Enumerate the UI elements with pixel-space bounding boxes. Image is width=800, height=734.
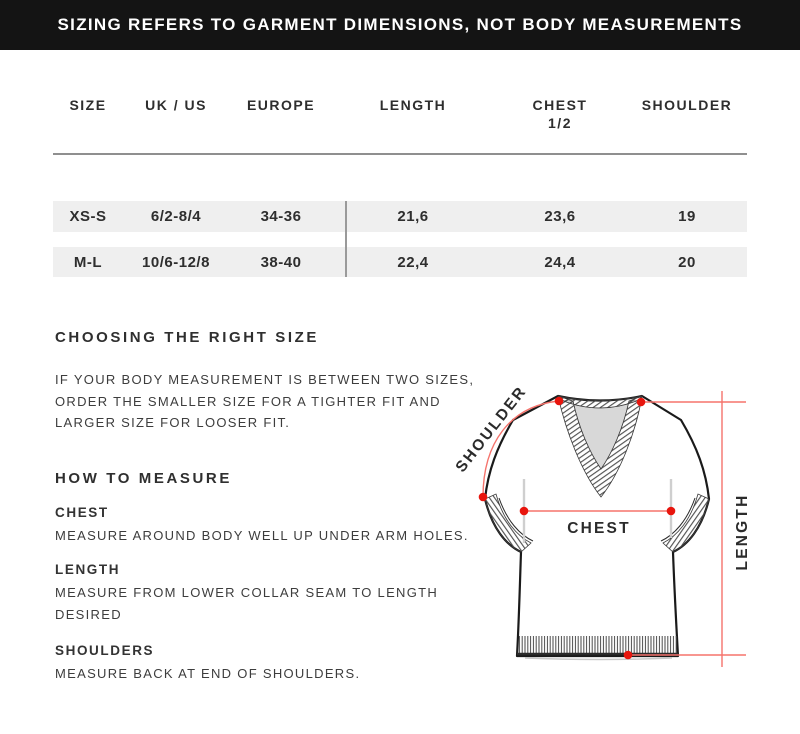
cell-chest-half: 24,4 — [544, 253, 576, 271]
right-armhole-seam — [660, 497, 696, 542]
measure-chest-text: MEASURE AROUND BODY WELL UP UNDER ARM HO… — [55, 525, 469, 547]
hem-rib-band — [517, 636, 678, 653]
size-table-header: SIZE UK / US EUROPE LENGTH CHEST 1/2 SHO… — [53, 96, 747, 132]
measure-dot — [478, 492, 488, 502]
cell-size: XS-S — [69, 208, 107, 225]
measure-dot — [554, 396, 564, 406]
cell-europe: 38-40 — [260, 253, 302, 271]
right-cuff-band — [662, 493, 710, 553]
measure-shoulders-text: MEASURE BACK AT END OF SHOULDERS. — [55, 663, 360, 685]
choosing-size-text: IF YOUR BODY MEASUREMENT IS BETWEEN TWO … — [55, 369, 474, 434]
measure-shoulders-title: SHOULDERS — [55, 643, 155, 658]
cell-chest-half: 23,6 — [544, 208, 576, 225]
column-header-uk-us: UK / US — [145, 97, 207, 113]
column-header-chest-half: CHEST 1/2 — [532, 97, 588, 131]
column-header-size: SIZE — [69, 97, 107, 113]
measure-dot — [519, 506, 529, 516]
choosing-size-title: CHOOSING THE RIGHT SIZE — [55, 329, 319, 346]
measure-dots — [478, 396, 676, 660]
choosing-size-line: LARGER SIZE FOR LOOSER FIT. — [55, 415, 291, 430]
table-row-m-l: M-L 10/6-12/8 38-40 22,4 24,4 20 — [53, 247, 747, 277]
measure-length-text: MEASURE FROM LOWER COLLAR SEAM TO LENGTH… — [55, 582, 438, 625]
cell-uk-us: 10/6-12/8 — [142, 253, 210, 271]
cell-size: M-L — [73, 253, 103, 271]
column-header-length: LENGTH — [379, 97, 447, 113]
measure-dot — [623, 650, 633, 660]
hem-shadow — [524, 657, 673, 661]
left-cuff-band — [484, 493, 532, 553]
sizing-banner: SIZING REFERS TO GARMENT DIMENSIONS, NOT… — [0, 0, 800, 50]
cell-length: 22,4 — [397, 253, 429, 271]
measure-length-title: LENGTH — [55, 562, 121, 577]
column-header-shoulder: SHOULDER — [641, 97, 733, 113]
banner-text: SIZING REFERS TO GARMENT DIMENSIONS, NOT… — [57, 15, 743, 34]
table-row-xs-s: XS-S 6/2-8/4 34-36 21,6 23,6 19 — [53, 201, 747, 232]
measure-length-line: DESIRED — [55, 606, 122, 622]
measure-dot — [666, 506, 676, 516]
how-to-measure-title: HOW TO MEASURE — [55, 470, 232, 487]
measure-length-line: MEASURE FROM LOWER COLLAR SEAM TO LENGTH — [55, 585, 439, 600]
left-armhole-seam — [498, 497, 534, 542]
vest-illustration — [483, 394, 711, 661]
cell-europe: 34-36 — [260, 208, 302, 225]
garment-measure-diagram: SHOULDER CHEST LENGTH — [453, 383, 751, 667]
table-header-rule — [53, 153, 747, 155]
length-diagram-label: LENGTH — [734, 494, 751, 571]
measure-chest-title: CHEST — [55, 505, 109, 520]
table-column-divider — [345, 201, 347, 277]
choosing-size-line: ORDER THE SMALLER SIZE FOR A TIGHTER FIT… — [55, 393, 441, 409]
cell-shoulder: 19 — [678, 208, 696, 225]
measure-chest-line: MEASURE AROUND BODY WELL UP UNDER ARM HO… — [55, 528, 469, 543]
column-header-europe: EUROPE — [246, 97, 316, 113]
measure-annotations — [482, 391, 746, 667]
measure-dot — [636, 397, 646, 407]
choosing-size-line: IF YOUR BODY MEASUREMENT IS BETWEEN TWO … — [55, 372, 475, 387]
cell-uk-us: 6/2-8/4 — [150, 208, 202, 225]
shoulder-measure-curve — [482, 400, 560, 498]
chest-diagram-label: CHEST — [567, 520, 631, 537]
cell-shoulder: 20 — [678, 253, 696, 271]
cell-length: 21,6 — [397, 208, 429, 225]
measure-shoulders-line: MEASURE BACK AT END OF SHOULDERS. — [55, 666, 361, 681]
